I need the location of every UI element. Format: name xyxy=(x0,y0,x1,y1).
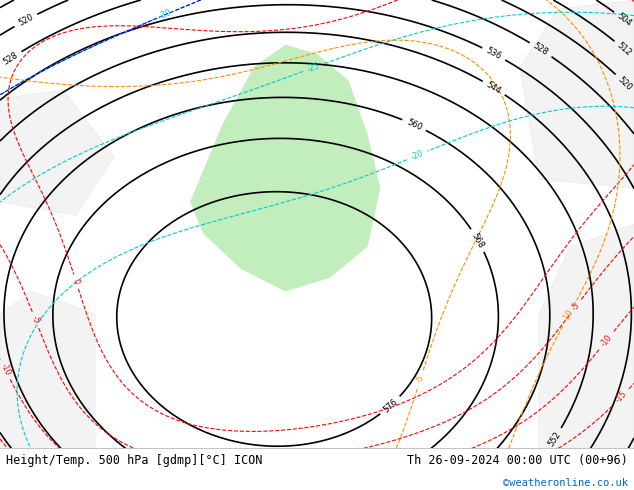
Text: 536: 536 xyxy=(484,46,503,61)
Polygon shape xyxy=(190,45,380,292)
Text: 528: 528 xyxy=(531,42,550,58)
Polygon shape xyxy=(0,90,114,215)
Text: 504: 504 xyxy=(616,12,633,28)
Text: -5: -5 xyxy=(415,374,426,384)
Text: -30: -30 xyxy=(158,8,173,21)
Text: 544: 544 xyxy=(485,80,503,96)
Text: -20: -20 xyxy=(410,149,425,162)
Text: 520: 520 xyxy=(16,13,35,28)
Text: ©weatheronline.co.uk: ©weatheronline.co.uk xyxy=(503,477,628,488)
Text: Th 26-09-2024 00:00 UTC (00+96): Th 26-09-2024 00:00 UTC (00+96) xyxy=(407,454,628,466)
Text: 576: 576 xyxy=(382,397,399,414)
Text: -5: -5 xyxy=(570,301,582,312)
Text: 520: 520 xyxy=(616,74,634,92)
Text: 528: 528 xyxy=(1,50,20,67)
Text: -25: -25 xyxy=(306,61,321,74)
Text: 512: 512 xyxy=(616,41,633,58)
Text: Height/Temp. 500 hPa [gdmp][°C] ICON: Height/Temp. 500 hPa [gdmp][°C] ICON xyxy=(6,454,263,466)
Text: -15: -15 xyxy=(614,390,629,405)
Text: -10: -10 xyxy=(562,308,576,323)
Text: -10: -10 xyxy=(0,362,12,377)
Text: 560: 560 xyxy=(405,118,424,132)
Text: -5: -5 xyxy=(30,315,41,325)
Text: -10: -10 xyxy=(599,333,614,348)
Polygon shape xyxy=(0,292,95,448)
Polygon shape xyxy=(520,0,634,188)
Text: 552: 552 xyxy=(547,430,562,448)
Text: 568: 568 xyxy=(470,231,486,249)
Polygon shape xyxy=(539,224,634,448)
Text: 0: 0 xyxy=(71,278,81,285)
